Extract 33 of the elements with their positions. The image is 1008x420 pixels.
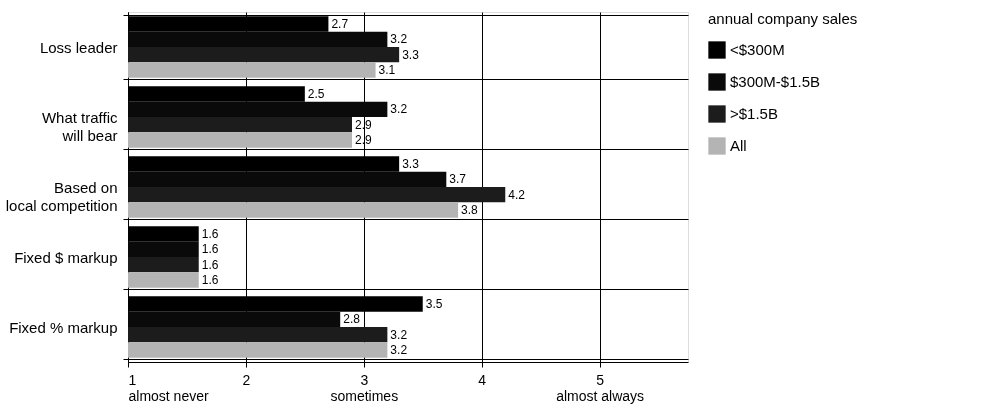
data-label: 3.1 [378, 63, 396, 77]
data-label: 3.2 [390, 102, 408, 117]
y-tick-label: What traffic will bear [41, 108, 118, 144]
data-label: 1.6 [201, 227, 219, 241]
x-tick-label: 1 almost never [128, 371, 209, 404]
data-label: 3.2 [390, 343, 408, 357]
data-label: 2.5 [307, 87, 325, 101]
data-label: 2.7 [331, 17, 349, 31]
legend-title: annual company sales [708, 10, 858, 27]
x-tick-label: 3 sometimes [330, 371, 399, 404]
data-label: 2.8 [343, 312, 361, 327]
x-tick-label: 5 almost always [556, 371, 645, 404]
data-label: 3.2 [390, 327, 408, 342]
data-label: 1.6 [201, 273, 219, 287]
legend-label: $300M-$1.5B [730, 73, 821, 90]
y-tick-label: Loss leader [39, 38, 118, 56]
x-tick-label: 2 [242, 371, 251, 388]
legend-label: >$1.5B [730, 105, 778, 122]
data-label: 1.6 [201, 257, 219, 272]
x-tick-label: 4 [478, 371, 487, 388]
data-label: 1.6 [201, 242, 219, 257]
y-tick-label: Based on local competition [5, 178, 118, 214]
y-tick-label: Fixed % markup [9, 318, 118, 336]
data-label: 3.5 [425, 297, 443, 311]
data-label: 3.3 [402, 157, 420, 171]
data-label: 3.7 [449, 172, 467, 187]
data-label: 3.3 [402, 47, 420, 62]
data-label: 3.8 [461, 203, 479, 217]
legend-label: <$300M [730, 41, 785, 58]
y-tick-label: Fixed $ markup [14, 248, 118, 266]
legend-label: All [730, 137, 747, 154]
data-label: 3.2 [390, 32, 408, 47]
data-label: 4.2 [508, 187, 526, 202]
